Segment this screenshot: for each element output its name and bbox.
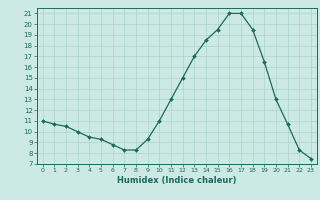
X-axis label: Humidex (Indice chaleur): Humidex (Indice chaleur)	[117, 176, 236, 185]
